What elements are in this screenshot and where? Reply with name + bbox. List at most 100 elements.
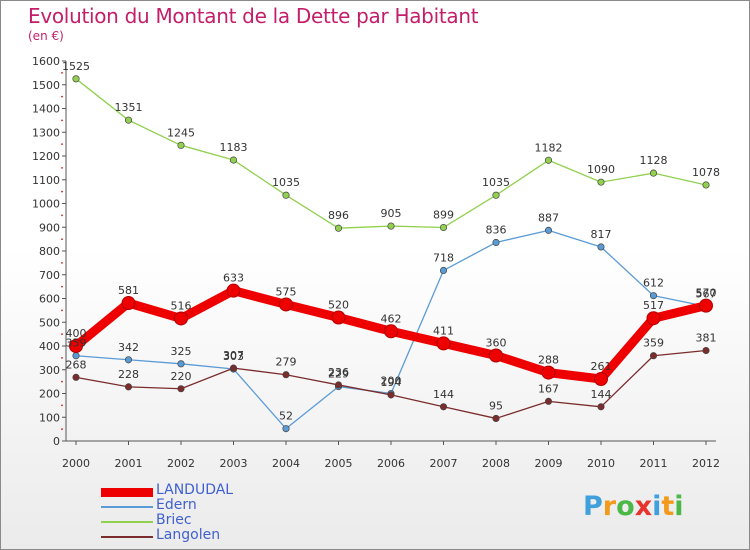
y-tick-label: 1000 (32, 198, 60, 211)
data-label: 411 (433, 324, 454, 337)
data-point (279, 297, 293, 312)
data-label: 360 (486, 337, 507, 350)
y-minor-tick (61, 166, 63, 169)
y-tick-label: 400 (39, 340, 60, 353)
x-tick-label: 2001 (115, 457, 143, 470)
data-point (541, 365, 556, 380)
data-label: 288 (538, 354, 559, 367)
data-label: 570 (696, 287, 717, 300)
data-label: 1090 (587, 163, 615, 176)
data-label: 836 (486, 223, 507, 236)
data-label: 1245 (167, 126, 195, 139)
data-point (597, 403, 605, 411)
logo-letter: o (616, 491, 635, 522)
legend-label: LANDUDAL (156, 482, 234, 498)
y-minor-tick (61, 71, 63, 74)
data-label: 167 (538, 382, 559, 395)
data-point (597, 243, 605, 251)
y-tick-label: 800 (39, 245, 60, 258)
data-label: 581 (118, 284, 139, 297)
data-point (331, 310, 346, 325)
y-minor-tick (61, 309, 63, 312)
data-point (177, 360, 185, 368)
y-minor-tick (61, 95, 63, 98)
data-label: 342 (118, 341, 139, 354)
data-label: 381 (696, 332, 717, 345)
data-label: 52 (279, 410, 293, 423)
x-tick-label: 2002 (167, 457, 195, 470)
y-tick-label: 700 (39, 269, 60, 282)
data-label: 1035 (482, 176, 510, 189)
data-label: 220 (171, 370, 192, 383)
y-tick-label: 200 (39, 388, 60, 401)
data-label: 229 (328, 368, 349, 381)
y-minor-tick (61, 428, 63, 431)
y-tick-label: 500 (39, 316, 60, 329)
data-point (649, 352, 658, 360)
data-point (387, 391, 395, 399)
data-label: 575 (276, 285, 297, 298)
y-tick-label: 1500 (32, 79, 60, 92)
legend-label: Briec (156, 512, 192, 528)
data-label: 899 (433, 208, 454, 221)
x-tick-label: 2009 (535, 457, 563, 470)
y-tick-label: 600 (39, 293, 60, 306)
data-label: 1351 (115, 101, 143, 114)
data-point (439, 266, 448, 275)
data-label: 817 (591, 228, 612, 241)
data-label: 1183 (220, 141, 248, 154)
data-point (334, 224, 343, 232)
y-minor-tick (61, 380, 63, 383)
x-tick-label: 2006 (377, 457, 405, 470)
y-tick-label: 300 (39, 364, 60, 377)
data-point (649, 169, 658, 177)
y-tick-label: 0 (53, 435, 60, 448)
data-point (544, 156, 553, 164)
data-point (124, 356, 133, 364)
y-tick-label: 1100 (32, 174, 60, 187)
data-label: 1525 (62, 60, 90, 73)
x-tick-label: 2004 (272, 457, 300, 470)
data-label: 268 (66, 358, 87, 371)
data-point (492, 238, 500, 247)
y-minor-tick (61, 356, 63, 359)
data-label: 567 (696, 287, 717, 300)
y-minor-tick (61, 190, 63, 193)
logo-letter: i (674, 491, 684, 522)
proxiti-logo: Proxiti (583, 491, 684, 522)
data-point (384, 324, 398, 339)
series-line-briec (75, 78, 707, 229)
data-point (597, 178, 605, 186)
data-point (649, 292, 658, 300)
data-label: 400 (66, 327, 87, 340)
data-label: 612 (643, 277, 664, 290)
data-label: 303 (223, 350, 244, 363)
logo-letter: r (602, 491, 617, 522)
y-minor-tick (61, 404, 63, 407)
x-tick-label: 2008 (482, 457, 510, 470)
logo-letter: i (652, 491, 662, 522)
data-point (544, 397, 553, 405)
data-label: 905 (381, 207, 402, 220)
data-point (492, 414, 500, 422)
data-point (229, 364, 238, 372)
data-label: 194 (381, 376, 402, 389)
data-point (439, 403, 448, 411)
data-label: 520 (328, 299, 349, 312)
data-point (72, 373, 80, 381)
data-label: 236 (328, 366, 349, 379)
data-point (226, 283, 241, 298)
legend-swatch (101, 488, 153, 497)
x-tick-label: 2012 (692, 457, 720, 470)
x-tick-label: 2000 (62, 457, 90, 470)
chart-subtitle: (en €) (28, 29, 64, 43)
x-tick-label: 2010 (587, 457, 615, 470)
data-label: 1078 (692, 166, 720, 179)
data-label: 279 (276, 356, 297, 369)
y-tick-label: 900 (39, 221, 60, 234)
data-label: 200 (381, 375, 402, 388)
y-tick-label: 1400 (32, 103, 60, 116)
data-point (436, 336, 451, 351)
data-label: 718 (433, 251, 454, 264)
